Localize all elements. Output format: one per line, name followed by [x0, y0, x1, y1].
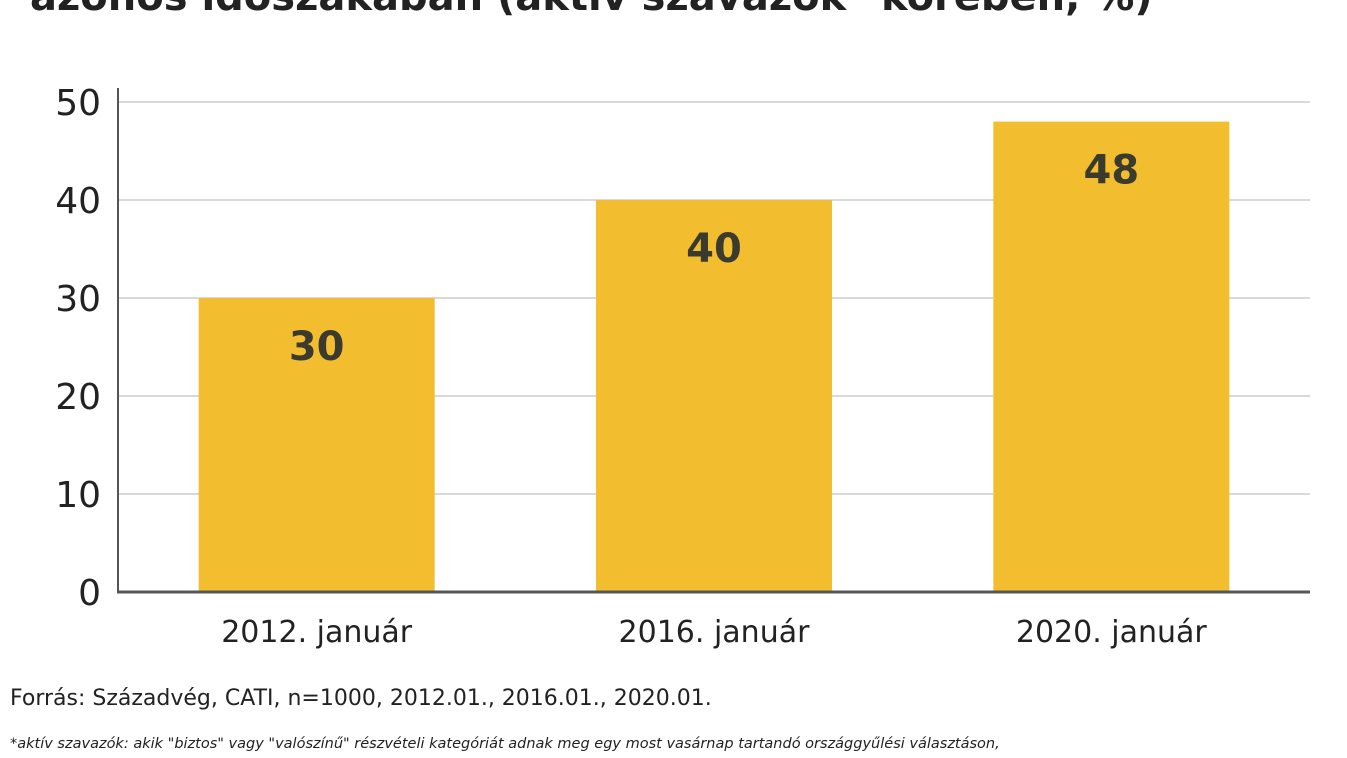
y-tick-label: 40: [55, 181, 101, 222]
axes: [117, 88, 1310, 594]
x-tick-label: 2012. január: [221, 615, 413, 650]
labels: 0 10 20 30 40 50 30 2012. január 40 2016. január 4…: [55, 83, 1207, 650]
data-label: 40: [686, 226, 742, 272]
data-label: 48: [1083, 148, 1139, 194]
y-tick-label: 20: [55, 377, 101, 418]
bar-chart: 0 10 20 30 40 50 30 2012. január 40 2016. január 4…: [55, 83, 1310, 650]
bar: [596, 200, 832, 592]
y-tick-label: 10: [55, 475, 101, 516]
source-note: Forrás: Századvég, CATI, n=1000, 2012.01…: [10, 686, 712, 711]
bars: [198, 121, 1230, 592]
bar: [198, 298, 435, 592]
y-tick-label: 30: [55, 279, 101, 320]
x-tick-label: 2016. január: [619, 615, 811, 650]
chart-title: azonos időszakában (aktív szavazók* köré…: [30, 0, 1153, 20]
y-tick-label: 0: [78, 573, 101, 614]
bar: [993, 121, 1230, 592]
chart-title-container: azonos időszakában (aktív szavazók* köré…: [0, 0, 1347, 22]
x-tick-label: 2020. január: [1016, 615, 1208, 650]
footnote: *aktív szavazók: akik "biztos" vagy "val…: [10, 736, 1000, 752]
data-label: 30: [289, 324, 345, 370]
y-tick-label: 50: [55, 83, 101, 124]
